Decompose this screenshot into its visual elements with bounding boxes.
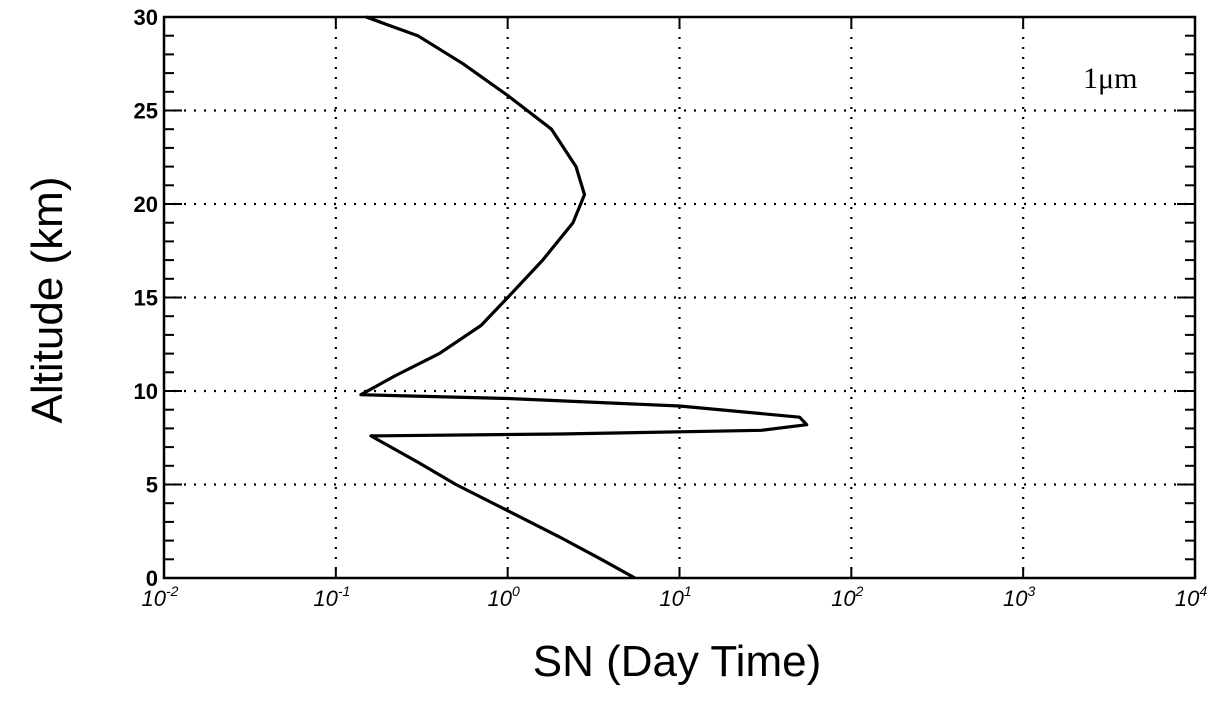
y-tick-label: 30 — [134, 5, 158, 30]
x-tick-label: 10-1 — [313, 583, 350, 611]
y-tick-labels: 0 5 10 15 20 25 30 — [134, 5, 158, 591]
series-line — [359, 15, 809, 580]
x-axis-label: SN (Day Time) — [533, 637, 821, 686]
plot-frame — [162, 15, 1197, 580]
y-tick-label: 10 — [134, 379, 158, 404]
x-tick-label: 102 — [831, 583, 863, 611]
y-axis-label: Altitude (km) — [23, 177, 72, 424]
x-tick-label: 101 — [659, 583, 691, 611]
y-tick-label: 15 — [134, 286, 158, 311]
y-tick-label: 5 — [146, 473, 158, 498]
grid — [164, 17, 1195, 578]
y-tick-label: 0 — [146, 566, 158, 591]
annotation-label: 1μm — [1083, 62, 1137, 95]
x-tick-labels: 10-2 10-1 100 101 102 103 104 — [142, 583, 1208, 611]
y-tick-label: 20 — [134, 192, 158, 217]
series-layer — [359, 15, 809, 580]
x-tick-label: 10-2 — [142, 583, 179, 611]
x-tick-label: 103 — [1003, 583, 1035, 611]
x-tick-label: 104 — [1175, 583, 1207, 611]
y-tick-label: 25 — [134, 99, 158, 124]
x-tick-label: 100 — [488, 583, 520, 611]
